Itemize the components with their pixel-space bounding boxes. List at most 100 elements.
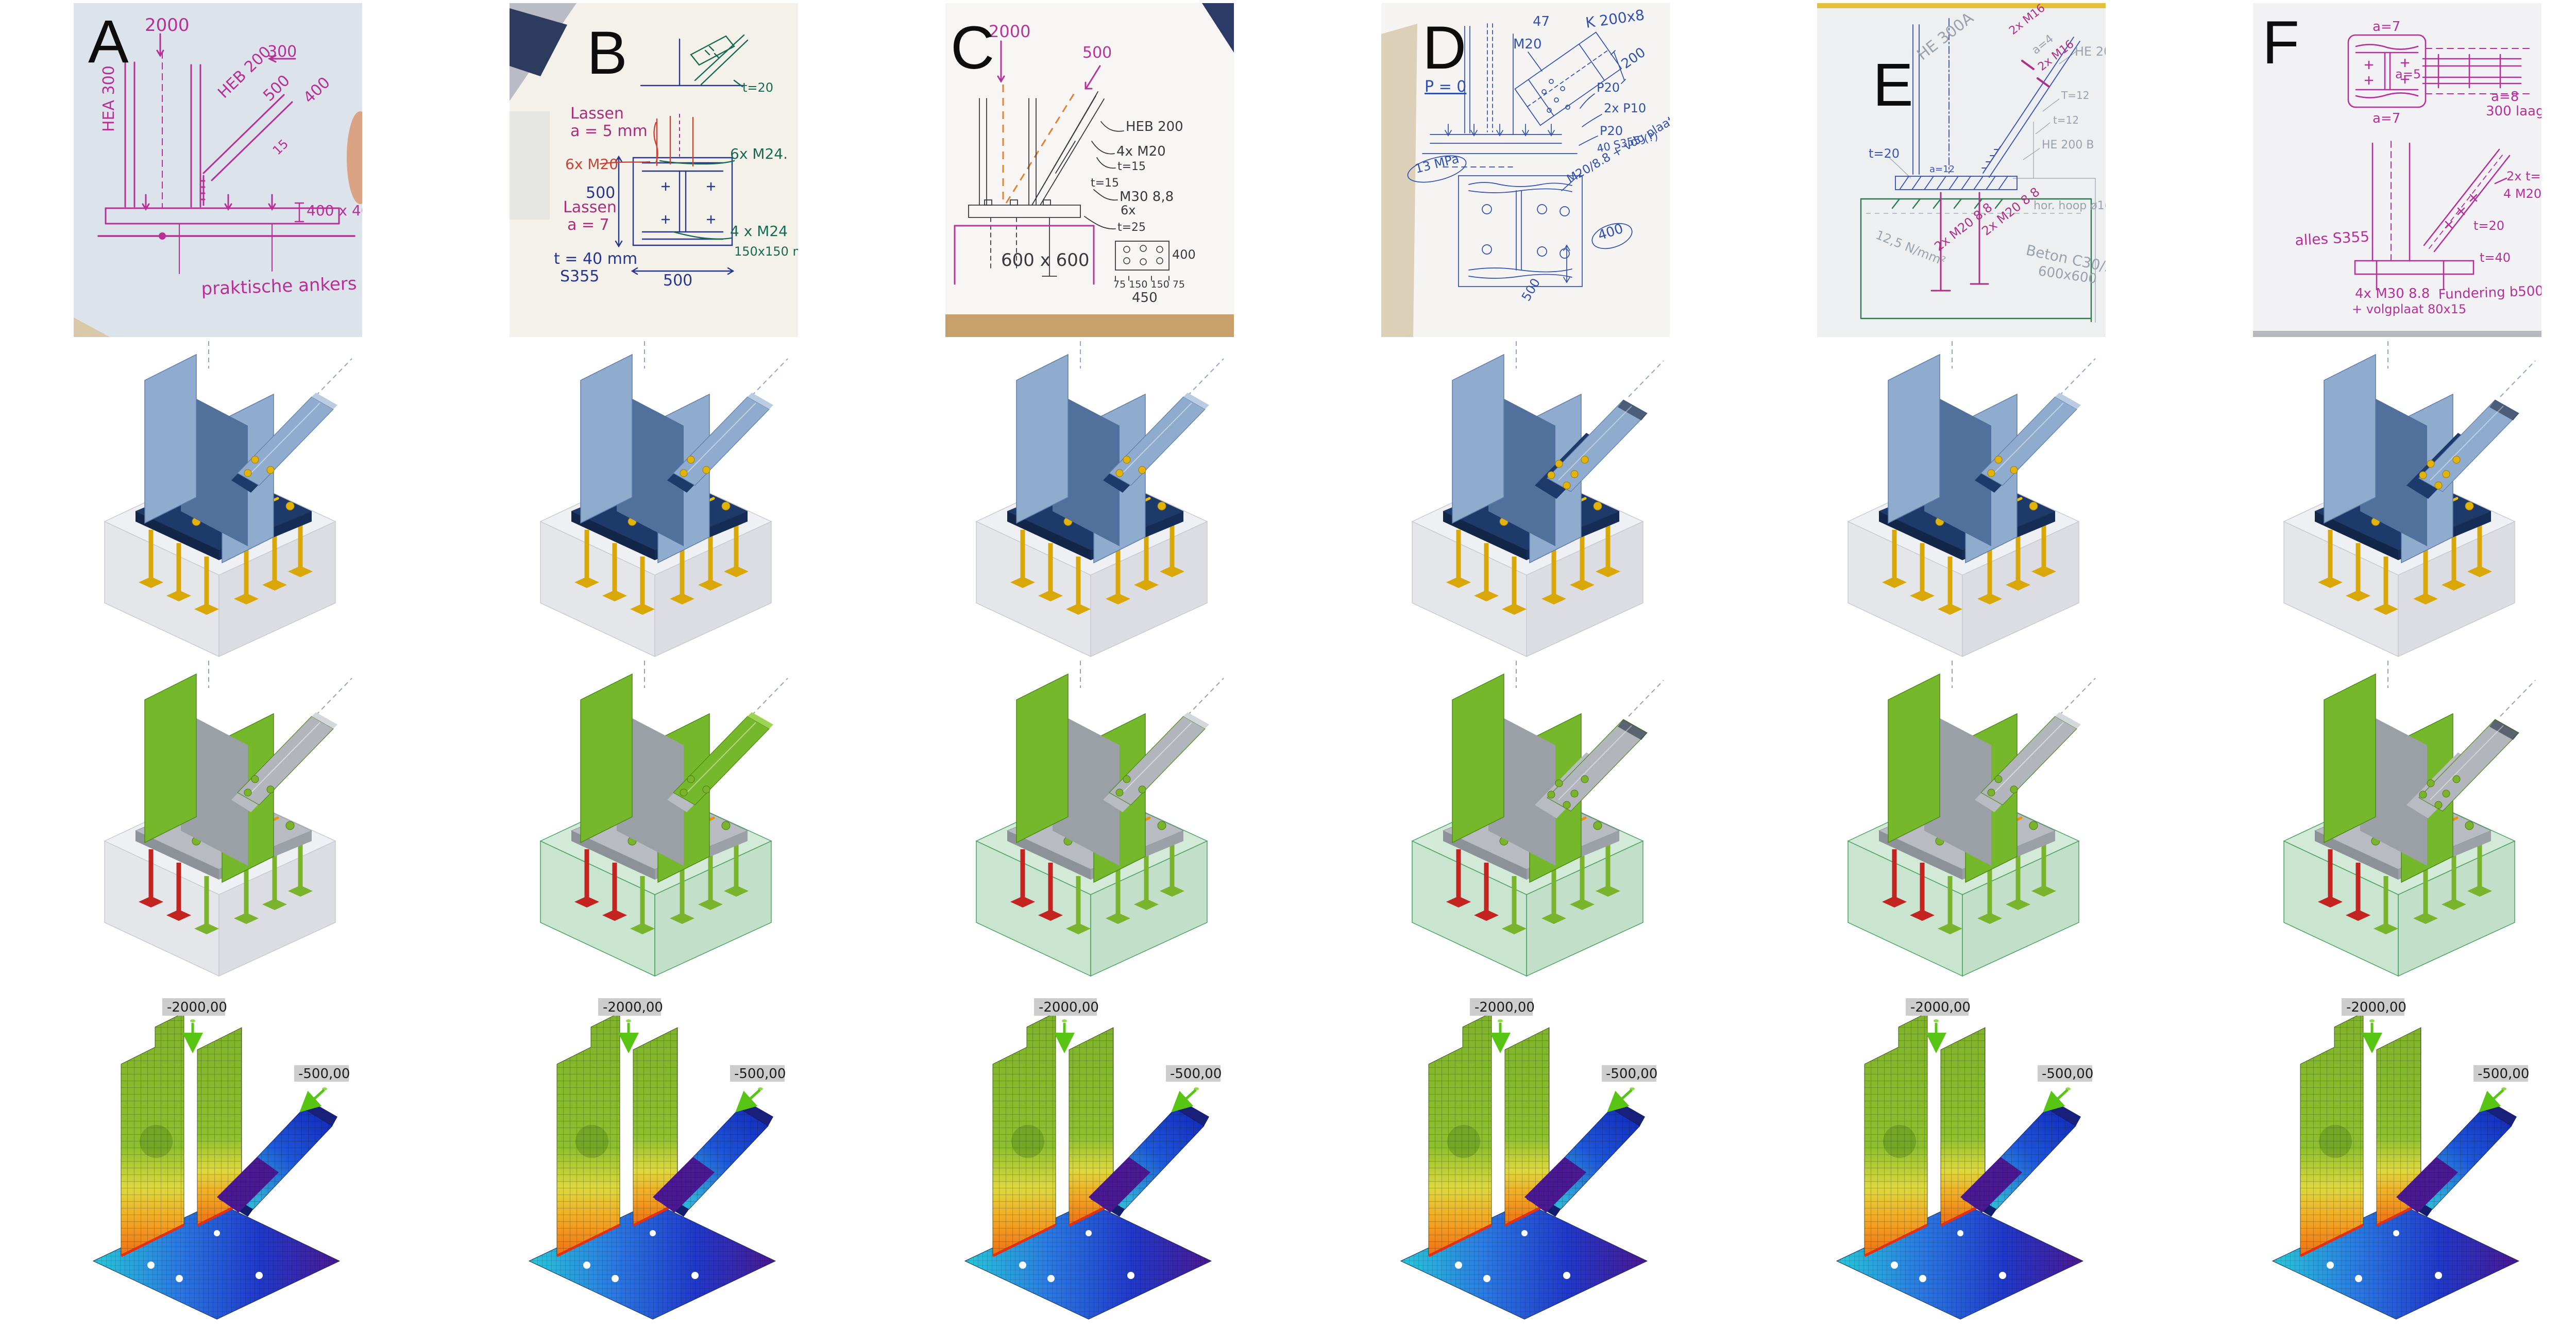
load-label-brace: -500,00 [2038,1065,2093,1113]
dim-text: HE 200 B [2042,139,2094,152]
fem-base-plate [2272,1202,2520,1320]
panel-f-sketch: a=7 a=5 a=7 a=8 300 laag 2x t=10 4 M20 8… [2179,0,2576,340]
brace-bolts [1115,775,1146,797]
panel-label-b: B [587,19,628,87]
steel-column [1016,661,1146,883]
dim-text: 400 [1596,221,1625,244]
connection-3d-render [1411,341,1664,658]
panel-label-a: A [88,8,129,76]
dim-text: 6x M20 [565,156,618,173]
load-arrow-brace [2043,1089,2069,1113]
table-edge [1817,3,2106,8]
dim-text: P20 [1597,80,1620,95]
dim-text: 2000 [989,22,1030,41]
sketch-drawing-e: HE 300A 2x M16 a=4 2x M16 HE 200 T=12 t=… [1817,3,2106,323]
sketch-photo-f: a=7 a=5 a=7 a=8 300 laag 2x t=10 4 M20 8… [2253,3,2541,337]
dim-text: 13 MPa [1414,152,1461,176]
load-arrow-brace [1171,1089,1197,1113]
connection-3d-render [104,341,352,658]
load-label-brace: -500,00 [1602,1065,1657,1113]
dim-text: S355 [560,267,599,285]
load-label-vertical: -2000,00 [162,998,227,1053]
bolt-holes [2327,1230,2477,1293]
steel-column [2324,341,2453,564]
diagonal-brace-ibeam [1103,358,1224,493]
bolt-holes [1455,1230,1605,1293]
load-arrow-tail [190,1019,195,1022]
table-corner [74,317,110,337]
hot-stress-edge [1428,1223,1493,1257]
connection-3d-render [2283,341,2536,658]
panel-e-sketch: HE 300A 2x M16 a=4 2x M16 HE 200 T=12 t=… [1743,0,2179,340]
connection-3d-render [1847,341,2096,658]
dim-text: 400 x 40 [307,202,362,219]
load-arrow-brace [299,1089,325,1113]
dim-text: 400 [300,74,334,107]
load-arrow-tail [1934,1019,1939,1022]
panel-e-fem-result: -2000,00 -500,00 [1743,979,2179,1328]
panel-b-cad-render [436,340,872,660]
load-label-vertical: -2000,00 [1906,998,1971,1053]
fem-brace [1089,1100,1209,1217]
printed-page [510,111,550,220]
dim-text: 300 [267,43,297,61]
load-value-vertical: -2000,00 [603,1000,663,1015]
dim-text: a = 7 [567,216,609,234]
panel-e-check-render [1743,660,2179,979]
brace-bolts [2419,456,2461,490]
hand [347,111,362,204]
load-arrow-tail [2369,1019,2375,1022]
load-value-brace: -500,00 [298,1066,350,1082]
dim-text: t = 40 mm [554,250,637,268]
dim-text: 500 [1082,44,1112,62]
sketch-photo-d: K 200x8 47 M20 P = 0 200 P20 2x P10 P20 … [1381,3,1670,337]
fem-result-render: -2000,00 -500,00 [528,998,786,1320]
fem-base-plate [528,1202,776,1320]
anchor-bolts [574,838,749,934]
panel-label-d: D [1422,14,1467,82]
dim-text: + volgplaat 80x15 [2352,302,2466,316]
diagonal-brace-ibeam [1975,678,2096,812]
connection-3d-render [975,341,1224,658]
brace-bolts [1547,775,1589,809]
anchor-bolts [1010,838,1184,934]
dim-text: 150x150 mm [734,244,798,259]
sketch-drawing-f: a=7 a=5 a=7 a=8 300 laag 2x t=10 4 M20 8… [2253,19,2541,337]
dim-text: a=7 [2372,19,2400,35]
panel-c-cad-render [872,340,1308,660]
diagonal-brace-box [2406,360,2536,499]
papers-stack [1381,24,1417,337]
dim-text: 75 150 150 75 [1113,279,1185,290]
load-value-vertical: -2000,00 [1910,1000,1971,1015]
dim-text: 4x M20 [1116,144,1166,159]
dim-text: t=40 [2480,250,2511,265]
load-arrow-tail [626,1019,631,1022]
dim-text: 2000 [145,15,190,36]
dim-text: P = 0 [1425,78,1466,96]
brace-bolts [2419,775,2461,809]
hot-stress-edge [992,1223,1057,1257]
load-arrow-brace [1607,1089,1633,1113]
panel-b-check-render [436,660,872,979]
sketch-drawing-b: t=20 Lassen a = 5 mm 6x M20 500 Lassen a… [510,3,798,290]
brace-bolts [1115,456,1146,477]
panel-c-check-render [872,660,1308,979]
fem-result-render: -2000,00 -500,00 [2272,998,2529,1320]
diagonal-brace-ibeam [667,678,788,812]
panel-d-fem-result: -2000,00 -500,00 [1308,979,1743,1328]
dim-text: t=20 [1869,146,1900,161]
diagonal-brace-box [2406,680,2536,818]
fem-mesh-column [1428,1012,1550,1257]
dim-text: a=5 [2395,67,2421,81]
load-value-vertical: -2000,00 [1475,1000,1535,1015]
steel-column [144,661,274,883]
anchor-bolts [1010,519,1184,615]
fem-brace [2396,1100,2517,1217]
connection-3d-render [104,661,352,977]
panel-a-sketch: 2000 HEA 300 HEB 200 300 500 400 15 400 … [0,0,436,340]
diagonal-brace-box [1535,680,1664,818]
brace-bolts [680,775,710,797]
diagonal-brace-ibeam [1103,678,1224,812]
dim-text: t=15 [1091,177,1119,190]
